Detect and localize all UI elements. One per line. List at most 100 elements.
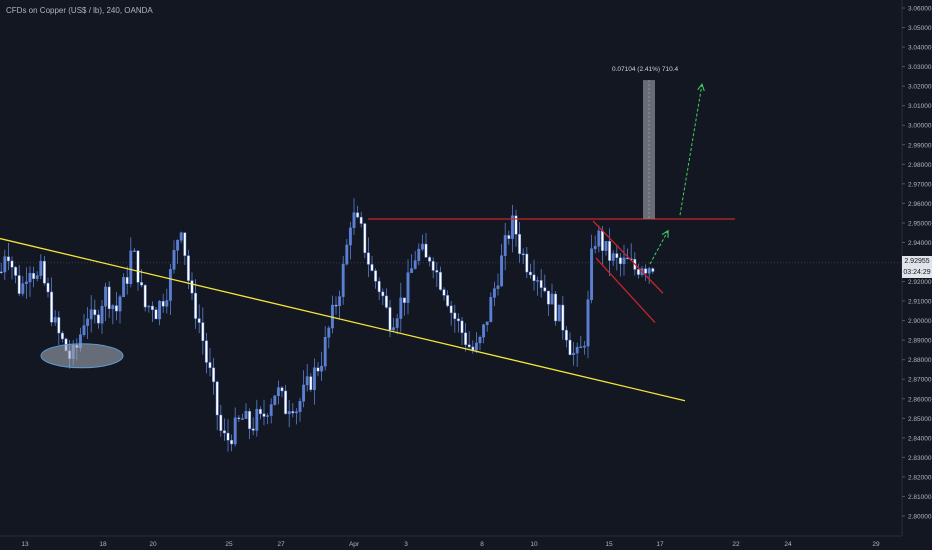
candle-body (496, 285, 500, 289)
candle-body (402, 297, 406, 303)
candle-body (323, 337, 327, 367)
candle-body (161, 301, 165, 307)
candle-body (147, 305, 151, 308)
candle-body (500, 255, 504, 287)
candle-body (269, 404, 273, 416)
candle-body (100, 305, 104, 324)
price-axis-label: 2.98000 (908, 162, 932, 169)
candle-body (536, 280, 540, 282)
candle-body (366, 252, 370, 265)
candle-body (226, 432, 230, 441)
candle-body (485, 321, 489, 325)
candle-body (150, 305, 154, 310)
candle-body (237, 417, 241, 420)
candle-body (644, 268, 648, 274)
candle-body (111, 305, 115, 309)
candle-body (294, 411, 298, 414)
candle-body (622, 257, 626, 265)
price-axis-label: 2.88000 (908, 357, 932, 364)
candle-body (647, 268, 651, 274)
current-price-tag: 2.92955 (902, 256, 932, 267)
candle-body (6, 256, 10, 262)
candle-body (489, 297, 493, 323)
candle-body (420, 243, 424, 250)
candle-body (86, 318, 90, 326)
candle-body (539, 280, 543, 288)
candle-body (510, 215, 514, 239)
candle-body (154, 309, 158, 320)
candle-body (248, 411, 252, 430)
time-axis-label: 25 (225, 541, 233, 548)
time-axis-label: 22 (732, 541, 740, 548)
time-axis-label: 3 (404, 541, 408, 548)
candle-body (46, 282, 50, 293)
price-axis-label: 2.99000 (908, 142, 932, 149)
candle-body (183, 232, 187, 256)
candle-body (453, 312, 457, 320)
candle-body (125, 277, 129, 285)
candle-body (114, 305, 118, 312)
candle-body (572, 352, 576, 356)
candle-body (258, 408, 262, 415)
candle-body (636, 269, 640, 275)
candle-body (546, 290, 550, 305)
price-axis-label: 2.91000 (908, 299, 932, 306)
candle-body (446, 295, 450, 307)
candle-body (280, 387, 284, 392)
candle-body (575, 346, 579, 354)
candle-body (309, 376, 313, 390)
price-axis-label: 2.83000 (908, 455, 932, 462)
candle-body (525, 253, 529, 273)
price-axis-label: 2.97000 (908, 181, 932, 188)
candle-body (32, 272, 36, 279)
candle-body (651, 268, 655, 272)
candle-body (320, 365, 324, 372)
time-axis-label: 13 (21, 541, 29, 548)
bar-countdown-tag: 03:24:29 (902, 267, 932, 278)
highlight-ellipse (40, 343, 124, 369)
candle-body (122, 277, 126, 297)
time-axis-label: 24 (784, 541, 792, 548)
candle-body (460, 320, 464, 334)
candle-body (262, 413, 266, 417)
candle-body (428, 257, 432, 262)
candle-body (410, 268, 414, 273)
candle-body (136, 250, 140, 283)
candle-body (132, 250, 136, 252)
candle-body (251, 428, 255, 431)
flag-channel-line (595, 257, 656, 324)
candle-body (60, 332, 64, 340)
flag-channel-line (592, 220, 664, 294)
arrow-head (661, 229, 669, 238)
price-axis-label: 2.90000 (908, 318, 932, 325)
candle-body (467, 344, 471, 348)
candle-body (590, 248, 594, 300)
candle-body (384, 295, 388, 308)
price-axis-label: 2.84000 (908, 435, 932, 442)
projection-arrow (649, 230, 669, 265)
candle-body (266, 415, 270, 417)
candle-body (579, 346, 583, 349)
price-axis-label: 2.96000 (908, 201, 932, 208)
candle-body (334, 304, 338, 307)
candle-body (600, 230, 604, 251)
price-axis-label: 2.87000 (908, 377, 932, 384)
candle-body (543, 287, 547, 292)
candle-body (604, 241, 608, 251)
candle-body (10, 260, 14, 268)
candle-body (143, 284, 147, 308)
candle-body (417, 248, 421, 261)
candle-body (528, 271, 532, 276)
candle-body (168, 269, 172, 301)
candle-body (345, 244, 349, 265)
time-axis-label: 8 (480, 541, 484, 548)
price-axis-label: 3.04000 (908, 45, 932, 52)
candle-body (338, 296, 342, 306)
yellow-trendline (0, 237, 686, 402)
candle-body (438, 271, 442, 290)
candle-body (424, 243, 428, 258)
candle-body (352, 212, 356, 229)
candle-body (316, 367, 320, 372)
time-axis-label: 27 (277, 541, 285, 548)
